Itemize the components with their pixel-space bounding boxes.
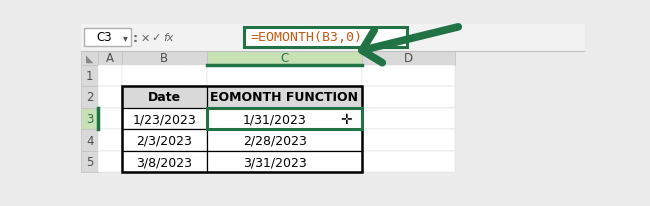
Text: C: C xyxy=(280,52,289,65)
Text: ✕: ✕ xyxy=(141,33,150,43)
Text: 5: 5 xyxy=(86,155,94,168)
Text: 1/23/2023: 1/23/2023 xyxy=(133,112,196,125)
FancyBboxPatch shape xyxy=(98,52,122,65)
FancyBboxPatch shape xyxy=(98,108,122,130)
FancyBboxPatch shape xyxy=(207,87,362,108)
Text: 1: 1 xyxy=(86,70,94,83)
FancyBboxPatch shape xyxy=(207,65,362,87)
Text: ✛: ✛ xyxy=(341,112,352,126)
Text: EOMONTH FUNCTION: EOMONTH FUNCTION xyxy=(211,91,358,104)
Text: ◣: ◣ xyxy=(86,54,94,63)
FancyBboxPatch shape xyxy=(81,108,98,130)
Text: ✓: ✓ xyxy=(151,33,161,43)
FancyBboxPatch shape xyxy=(362,87,455,108)
Text: 2/3/2023: 2/3/2023 xyxy=(136,134,192,147)
FancyBboxPatch shape xyxy=(81,25,585,52)
Text: 4: 4 xyxy=(86,134,94,147)
Text: :: : xyxy=(133,32,138,44)
FancyBboxPatch shape xyxy=(98,87,122,108)
FancyBboxPatch shape xyxy=(81,65,98,87)
Text: Date: Date xyxy=(148,91,181,104)
Text: 3: 3 xyxy=(86,112,94,125)
FancyBboxPatch shape xyxy=(244,28,407,48)
Text: 3/8/2023: 3/8/2023 xyxy=(136,155,192,168)
FancyBboxPatch shape xyxy=(81,52,98,65)
FancyBboxPatch shape xyxy=(207,52,362,65)
FancyBboxPatch shape xyxy=(207,151,362,173)
FancyBboxPatch shape xyxy=(98,130,122,151)
FancyBboxPatch shape xyxy=(98,151,122,173)
FancyBboxPatch shape xyxy=(362,151,455,173)
FancyBboxPatch shape xyxy=(122,130,207,151)
FancyBboxPatch shape xyxy=(81,130,98,151)
Text: A: A xyxy=(106,52,114,65)
FancyBboxPatch shape xyxy=(362,65,455,87)
FancyBboxPatch shape xyxy=(362,52,455,65)
FancyBboxPatch shape xyxy=(122,65,207,87)
FancyBboxPatch shape xyxy=(122,151,207,173)
FancyBboxPatch shape xyxy=(207,108,362,130)
Text: fx: fx xyxy=(162,33,174,43)
FancyBboxPatch shape xyxy=(362,130,455,151)
FancyBboxPatch shape xyxy=(122,52,207,65)
Text: C3: C3 xyxy=(96,31,112,44)
Text: =EOMONTH(B3,0): =EOMONTH(B3,0) xyxy=(250,31,362,44)
FancyBboxPatch shape xyxy=(81,87,98,108)
Text: 1/31/2023: 1/31/2023 xyxy=(243,112,307,125)
FancyBboxPatch shape xyxy=(122,108,207,130)
Text: ▾: ▾ xyxy=(123,33,128,43)
FancyBboxPatch shape xyxy=(207,130,362,151)
FancyBboxPatch shape xyxy=(122,87,362,108)
FancyBboxPatch shape xyxy=(362,108,455,130)
FancyBboxPatch shape xyxy=(84,29,131,47)
Text: D: D xyxy=(404,52,413,65)
FancyBboxPatch shape xyxy=(81,52,585,183)
FancyBboxPatch shape xyxy=(98,65,122,87)
FancyBboxPatch shape xyxy=(81,151,98,173)
Text: 2: 2 xyxy=(86,91,94,104)
Text: 2/28/2023: 2/28/2023 xyxy=(243,134,307,147)
FancyBboxPatch shape xyxy=(122,87,207,108)
Text: 3/31/2023: 3/31/2023 xyxy=(243,155,307,168)
Text: B: B xyxy=(160,52,168,65)
